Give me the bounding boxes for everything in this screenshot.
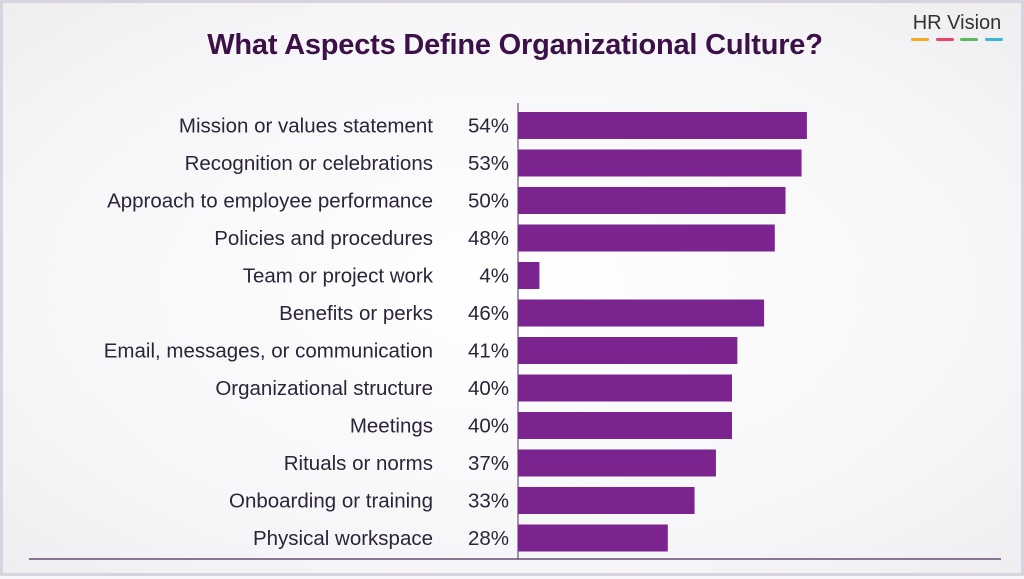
bar (518, 299, 765, 327)
bar (518, 224, 775, 252)
category-label: Physical workspace (253, 527, 433, 550)
bar (518, 187, 786, 214)
category-label: Benefits or perks (279, 302, 433, 325)
category-label: Approach to employee performance (107, 190, 433, 213)
bar (518, 337, 738, 364)
brand-underline-segment (960, 38, 979, 41)
category-label: Email, messages, or communication (104, 340, 433, 363)
bar (518, 374, 732, 402)
value-label: 40% (468, 415, 509, 438)
bar (518, 412, 732, 439)
brand-underline-segment (911, 38, 929, 41)
value-label: 54% (468, 115, 509, 138)
category-label: Mission or values statement (179, 115, 433, 138)
category-label: Organizational structure (215, 377, 433, 400)
bar (518, 487, 695, 514)
value-label: 46% (468, 302, 509, 325)
bar-chart: Mission or values statement 54% Recognitio… (29, 103, 1001, 560)
bar (518, 149, 802, 177)
bar (518, 262, 540, 289)
bar (518, 524, 668, 552)
bar (518, 112, 807, 139)
category-label: Meetings (350, 415, 433, 438)
value-label: 33% (468, 490, 509, 513)
value-label: 4% (479, 265, 509, 288)
brand-underline-segment (935, 38, 954, 41)
category-label: Rituals or norms (284, 452, 433, 475)
chart-title: What Aspects Define Organizational Cultu… (207, 29, 823, 61)
bar (518, 449, 716, 477)
value-label: 37% (468, 452, 509, 475)
brand-underline (911, 38, 1003, 41)
brand-logo: HR Vision (911, 11, 1003, 41)
brand-name: HR Vision (912, 12, 1002, 34)
brand-underline-segment (984, 38, 1003, 41)
value-label: 28% (468, 527, 509, 550)
value-label: 48% (468, 227, 509, 250)
category-label: Onboarding or training (229, 490, 433, 513)
category-label: Recognition or celebrations (185, 152, 433, 175)
value-label: 53% (468, 152, 509, 175)
value-label: 41% (468, 340, 509, 363)
value-label: 50% (468, 190, 509, 213)
category-label: Team or project work (243, 265, 434, 288)
category-label: Policies and procedures (214, 227, 433, 250)
value-label: 40% (468, 377, 509, 400)
